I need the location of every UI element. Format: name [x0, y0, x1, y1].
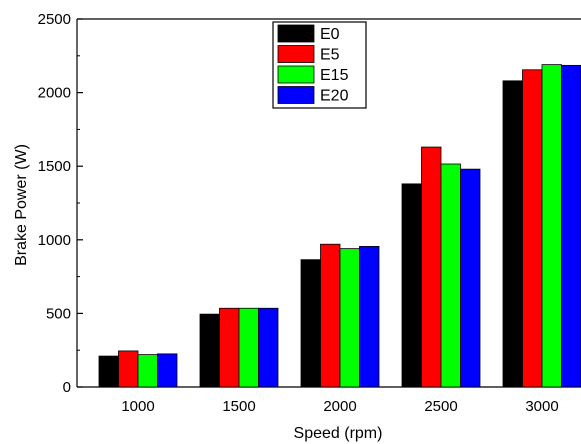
bar-e15-2500 [440, 163, 461, 388]
bar-e20-3000 [561, 64, 581, 388]
x-tick-label: 3000 [525, 398, 558, 415]
x-axis-title: Speed (rpm) [294, 425, 383, 442]
x-tick-label: 1000 [121, 398, 154, 415]
bar-e5-1000 [118, 350, 139, 388]
legend-label-e0: E0 [320, 26, 340, 43]
legend-swatch-e0 [277, 24, 315, 43]
bar-e15-2000 [339, 248, 360, 388]
bars [98, 64, 581, 388]
y-tick-label: 2500 [38, 11, 71, 28]
bar-e20-1000 [157, 353, 178, 388]
bar-e0-2000 [300, 259, 321, 388]
legend: E0 E5 E15 E20 [272, 21, 367, 109]
bar-e15-1000 [137, 354, 158, 388]
y-tick-label: 1500 [38, 158, 71, 175]
legend-label-e15: E15 [320, 67, 349, 84]
x-tick-label: 2000 [323, 398, 356, 415]
y-axis-title: Brake Power (W) [13, 144, 30, 266]
bar-e0-1000 [98, 355, 119, 388]
y-tick-label: 2000 [38, 85, 71, 102]
x-tick-label: 1500 [222, 398, 255, 415]
legend-swatch-e15 [277, 65, 315, 84]
y-tick-label: 0 [63, 379, 71, 396]
y-axis: 0 500 1000 1500 2000 2500 [38, 11, 83, 396]
bar-e0-2500 [401, 183, 422, 388]
bar-e20-2500 [460, 168, 481, 388]
y-tick-label: 1000 [38, 232, 71, 249]
bar-e5-3000 [522, 69, 543, 388]
bar-e5-2500 [421, 146, 442, 388]
y-tick-label: 500 [46, 305, 71, 322]
bar-e5-1500 [219, 307, 240, 388]
bar-e0-3000 [502, 80, 523, 388]
legend-label-e20: E20 [320, 88, 349, 105]
bar-e0-1500 [199, 313, 220, 388]
bar-e15-1500 [238, 307, 259, 388]
x-tick-label: 2500 [424, 398, 457, 415]
legend-swatch-e5 [277, 45, 315, 63]
bar-e15-3000 [541, 64, 562, 388]
legend-label-e5: E5 [320, 47, 340, 64]
legend-swatch-e20 [277, 86, 315, 104]
bar-e5-2000 [320, 243, 341, 388]
bar-e20-1500 [258, 307, 279, 388]
bar-e20-2000 [359, 246, 380, 388]
